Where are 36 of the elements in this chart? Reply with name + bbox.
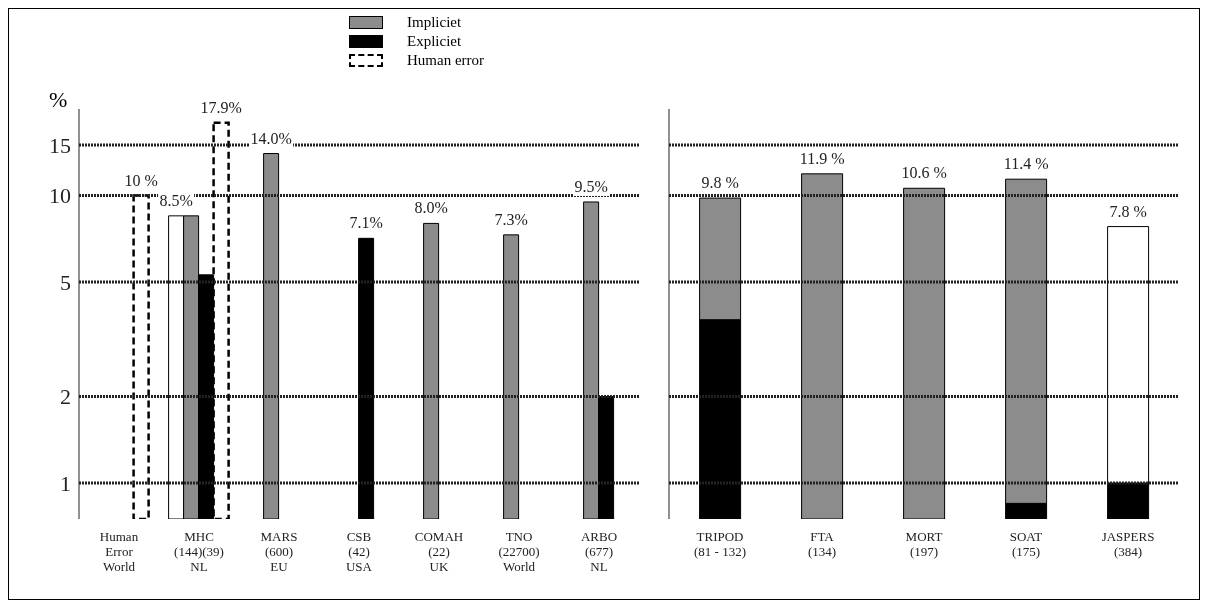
x-tick-label: CSB (42) USA xyxy=(345,529,373,574)
x-tick-label: JASPERS (384) xyxy=(1101,529,1155,559)
total-label: 10.6 % xyxy=(901,164,947,182)
x-tick-label: MHC (144)(39) NL xyxy=(174,529,224,574)
x-tick-label: MARS (600) EU xyxy=(260,529,298,574)
y-tick-label: 5 xyxy=(60,269,71,295)
data-label: 7.3% xyxy=(494,210,528,228)
data-label: 17.9% xyxy=(200,98,242,116)
y-tick-label: 1 xyxy=(60,470,71,496)
y-axis-title: % xyxy=(49,87,68,113)
legend-label: Expliciet xyxy=(407,33,462,50)
legend-label: Human error xyxy=(407,52,485,69)
bar xyxy=(903,187,946,519)
x-tick-label: FTA (134) xyxy=(807,529,837,559)
data-label: 9.5% xyxy=(574,177,608,195)
data-label: 8.0% xyxy=(414,199,448,217)
y-tick-label: 2 xyxy=(60,384,71,410)
data-label: 8.5% xyxy=(159,191,193,209)
x-tick-label: COMAH (22) UK xyxy=(414,529,464,574)
y-tick-label: 10 xyxy=(49,183,71,209)
y-tick-label: 15 xyxy=(49,132,71,158)
total-label: 11.9 % xyxy=(799,149,845,167)
bar xyxy=(801,173,844,519)
x-tick-label: TRIPOD (81 - 132) xyxy=(694,529,746,559)
total-label: 9.8 % xyxy=(701,174,739,192)
data-label: 10 % xyxy=(124,171,158,189)
x-tick-label: TNO (22700) World xyxy=(498,529,540,574)
x-tick-label: SOAT (175) xyxy=(1009,529,1043,559)
x-tick-label: ARBO (677) NL xyxy=(580,529,618,574)
data-label: 14.0% xyxy=(250,129,292,147)
total-label: 7.8 % xyxy=(1109,202,1147,220)
data-label: 7.1% xyxy=(349,214,383,232)
total-label: 11.4 % xyxy=(1003,155,1049,173)
x-tick-label: Human Error World xyxy=(99,529,139,574)
legend-label: Impliciet xyxy=(407,14,462,31)
x-tick-label: MORT (197) xyxy=(905,529,943,559)
